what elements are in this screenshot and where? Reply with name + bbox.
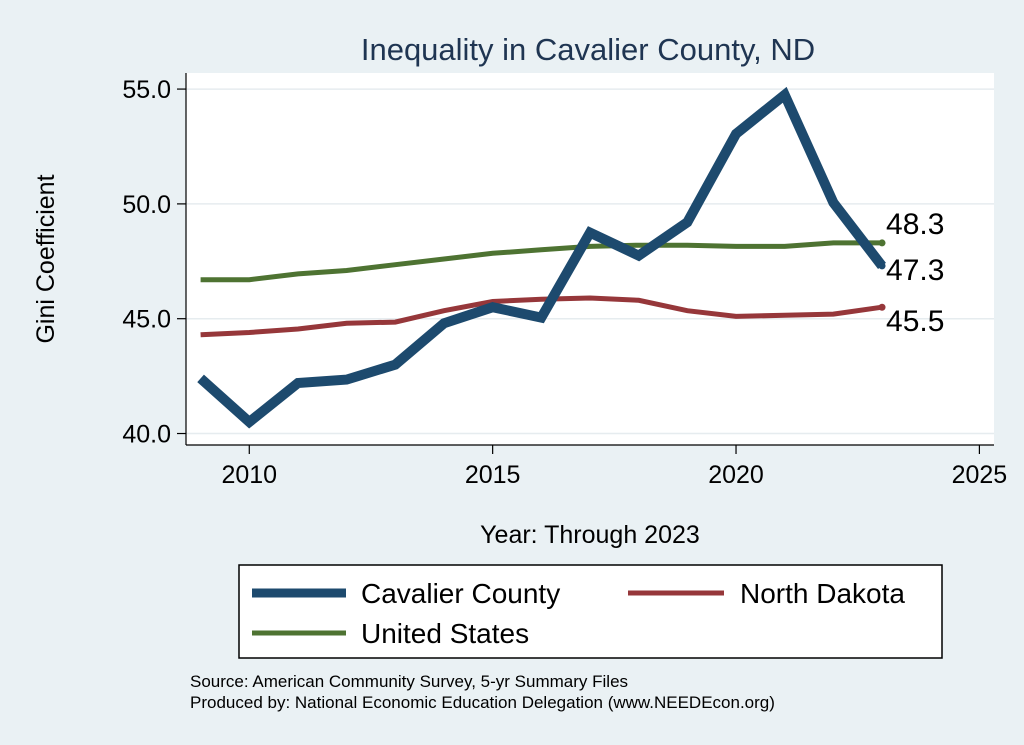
x-tick-label-2010: 2010	[221, 461, 277, 489]
grid-lines	[186, 88, 994, 435]
source-note: Source: American Community Survey, 5-yr …	[190, 672, 628, 691]
end-label-united-states: 48.3	[886, 208, 944, 241]
x-axis-title: Year: Through 2023	[480, 521, 700, 549]
legend-label-cavalier-county: Cavalier County	[361, 578, 560, 609]
series-endpoint-united-states	[878, 239, 886, 247]
axes: 40.0 45.0 50.0 55.0 2010 2015 2020 2025	[122, 73, 1007, 489]
legend-box	[238, 564, 943, 659]
x-tick-label-2025: 2025	[952, 461, 1008, 489]
legend: Cavalier County North Dakota United Stat…	[238, 564, 943, 659]
y-tick-label-50.0: 50.0	[122, 191, 171, 219]
y-tick-label-45.0: 45.0	[122, 306, 171, 334]
series-endpoint-north-dakota	[878, 303, 886, 311]
series-endpoint-cavalier-county	[878, 262, 886, 270]
legend-label-north-dakota: North Dakota	[740, 578, 905, 609]
chart-title: Inequality in Cavalier County, ND	[361, 32, 815, 67]
series-lines	[197, 86, 886, 429]
end-labels: 47.3 45.5 48.3	[886, 208, 944, 338]
y-tick-label-55.0: 55.0	[122, 76, 171, 104]
x-tick-label-2015: 2015	[465, 461, 521, 489]
x-tick-label-2020: 2020	[708, 461, 764, 489]
end-label-north-dakota: 45.5	[886, 305, 944, 338]
series-line-united-states	[200, 240, 882, 283]
series-line-cavalier-county	[197, 86, 886, 429]
producer-note: Produced by: National Economic Education…	[190, 693, 775, 712]
y-tick-label-40.0: 40.0	[122, 421, 171, 449]
y-axis-title: Gini Coefficient	[32, 174, 60, 343]
legend-label-united-states: United States	[361, 618, 529, 649]
series-line-north-dakota	[200, 295, 883, 338]
end-label-cavalier-county: 47.3	[886, 254, 944, 287]
